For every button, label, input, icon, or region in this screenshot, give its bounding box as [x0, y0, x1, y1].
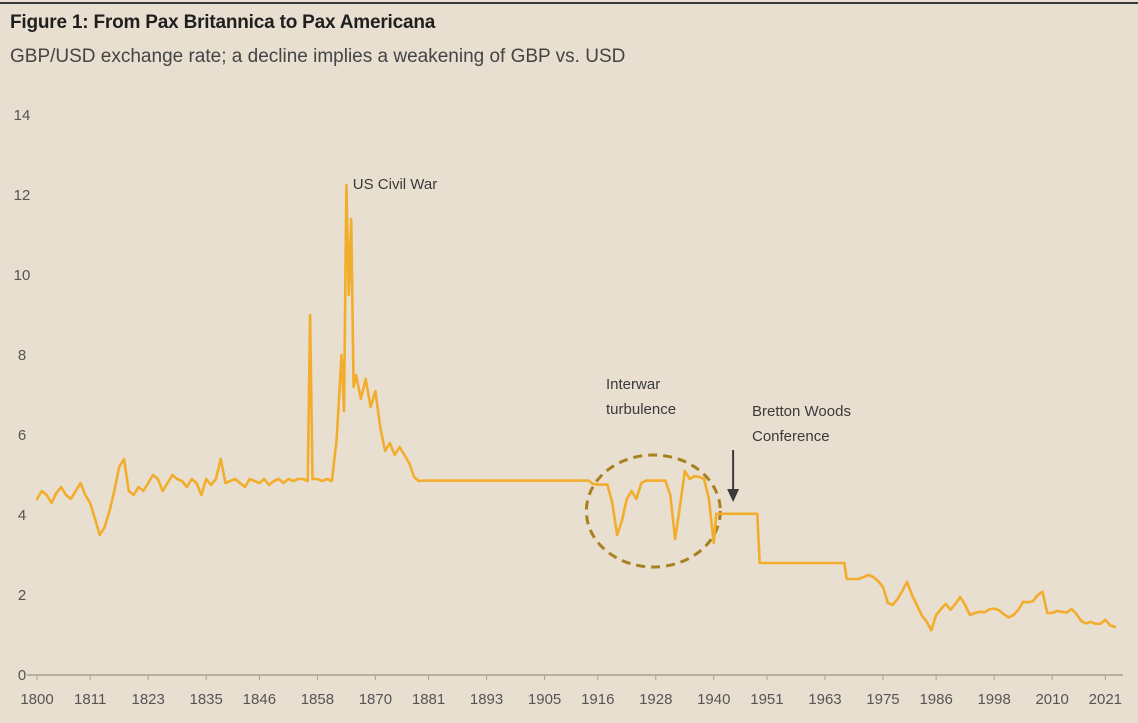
x-tick-label: 1940 [697, 691, 730, 708]
arrow-down-icon [727, 489, 740, 502]
y-tick-label: 10 [14, 267, 31, 284]
x-tick-label: 1986 [919, 691, 952, 708]
x-tick-label: 1963 [808, 691, 841, 708]
x-tick-label: 1975 [866, 691, 899, 708]
x-tick-label: 1916 [581, 691, 614, 708]
y-tick-label: 12 [14, 187, 31, 204]
x-tick-label: 1870 [359, 691, 392, 708]
annotation-bretton-woods-label: Bretton Woods [752, 403, 851, 420]
label-layer: 0 2 4 6 8 10 12 14 1800 1811 1823 1835 1846 1858 1870 1… [14, 107, 1122, 708]
annotation-layer [584, 453, 722, 569]
annotation-interwar-label: turbulence [606, 401, 676, 418]
x-tick-label: 1811 [74, 691, 106, 708]
y-tick-label: 2 [18, 587, 26, 604]
x-tick-label: 1893 [470, 691, 503, 708]
chart-subtitle: GBP/USD exchange rate; a decline implies… [10, 46, 626, 67]
x-tick-label: 1905 [528, 691, 561, 708]
x-tick-label: 1858 [301, 691, 334, 708]
x-tick-label: 1800 [20, 691, 53, 708]
annotation-interwar-circle [584, 453, 722, 569]
y-tick-label: 6 [18, 427, 26, 444]
y-tick-label: 0 [18, 667, 26, 684]
x-tick-label: 1823 [131, 691, 164, 708]
x-tick-label: 1835 [190, 691, 223, 708]
x-tick-label: 1951 [750, 691, 783, 708]
y-tick-label: 8 [18, 347, 26, 364]
x-tick-label: 1846 [243, 691, 276, 708]
x-tick-label: 2021 [1089, 691, 1122, 708]
y-tick-label: 4 [18, 507, 26, 524]
axis-layer [27, 674, 1123, 680]
series-line-gbp-usd [35, 183, 1117, 632]
annotation-us-civil-war: US Civil War [353, 176, 437, 193]
x-tick-label: 2010 [1035, 691, 1068, 708]
top-rule [0, 2, 1138, 4]
annotation-bretton-woods-label: Conference [752, 428, 830, 445]
x-tick-label: 1998 [977, 691, 1010, 708]
x-tick-label: 1881 [412, 691, 445, 708]
y-tick-label: 14 [14, 107, 31, 124]
series-layer [35, 183, 1117, 632]
x-tick-label: 1928 [639, 691, 672, 708]
chart-title: Figure 1: From Pax Britannica to Pax Ame… [10, 12, 436, 33]
annotation-interwar-label: Interwar [606, 376, 660, 393]
